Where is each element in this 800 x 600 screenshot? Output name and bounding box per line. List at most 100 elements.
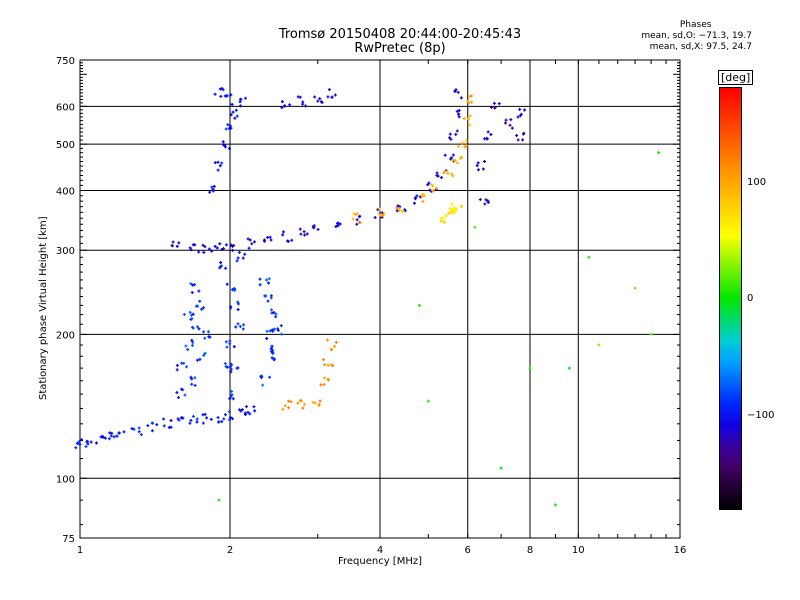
data-point [336, 221, 340, 225]
data-point [236, 308, 240, 312]
data-point [440, 176, 444, 180]
data-point [203, 336, 207, 340]
data-point [412, 201, 416, 205]
data-point [442, 216, 446, 220]
data-point [189, 313, 193, 317]
data-point [212, 184, 216, 188]
data-point [468, 114, 472, 118]
colorbar-tick-neg100: −100 [747, 410, 775, 421]
data-point [268, 235, 272, 239]
data-point [213, 244, 217, 248]
data-point [266, 299, 270, 303]
data-point [503, 121, 507, 125]
data-point [516, 115, 520, 119]
y-tick-label: 750 [56, 56, 75, 67]
data-point [299, 232, 303, 236]
data-point [473, 225, 477, 229]
data-point [504, 118, 508, 122]
data-point [318, 399, 322, 403]
data-point [460, 204, 464, 208]
data-point [459, 155, 463, 159]
data-point [234, 325, 238, 329]
data-point [220, 248, 224, 252]
data-point [453, 159, 457, 163]
y-tick-label: 100 [56, 474, 75, 485]
data-point [431, 189, 435, 193]
data-point [434, 186, 438, 190]
data-point [236, 300, 240, 304]
data-point [103, 436, 107, 440]
data-point [381, 214, 385, 218]
data-point [237, 408, 241, 412]
data-point [196, 325, 200, 329]
data-point [313, 401, 317, 405]
data-point [468, 101, 472, 104]
data-point [515, 133, 519, 137]
data-point [175, 391, 179, 395]
data-point [378, 207, 382, 211]
y-tick-label: 75 [62, 534, 75, 545]
data-point [439, 219, 443, 223]
data-point [466, 117, 470, 121]
data-point [146, 424, 150, 428]
data-point [499, 466, 503, 470]
data-point [190, 343, 194, 347]
data-point [207, 247, 211, 251]
data-point [352, 212, 356, 216]
data-point [216, 168, 220, 172]
data-point [454, 207, 458, 211]
data-point [302, 230, 306, 234]
data-point [435, 173, 439, 177]
data-point [450, 159, 454, 163]
data-point [267, 277, 271, 281]
data-point [382, 212, 386, 216]
data-point [188, 310, 192, 314]
data-point [191, 283, 195, 287]
data-point [283, 104, 287, 108]
data-point [229, 389, 233, 393]
data-point [78, 443, 82, 447]
data-point [330, 95, 334, 99]
data-point [177, 241, 181, 245]
data-point [246, 237, 250, 241]
data-point [219, 261, 223, 265]
data-point [481, 167, 485, 171]
data-point [431, 184, 435, 188]
data-point [457, 108, 461, 112]
data-point [229, 305, 233, 309]
data-point [298, 399, 302, 403]
data-point [188, 421, 192, 425]
data-point [259, 375, 263, 379]
data-point [189, 282, 193, 286]
data-point [203, 245, 207, 249]
data-point [112, 435, 116, 439]
data-point [228, 339, 232, 343]
data-point [468, 123, 472, 127]
data-point [475, 164, 479, 168]
data-point [462, 117, 466, 121]
data-point [242, 323, 246, 327]
data-point [450, 156, 453, 160]
data-point [235, 366, 239, 370]
data-point [191, 312, 195, 316]
data-point [510, 126, 514, 130]
data-point [380, 215, 384, 219]
data-point [274, 315, 278, 319]
data-point [373, 216, 377, 220]
data-point [235, 259, 239, 263]
data-point [191, 414, 195, 418]
data-point [268, 375, 272, 379]
data-point [268, 329, 272, 333]
data-point [248, 238, 252, 242]
data-point [270, 356, 274, 360]
data-point [451, 153, 455, 157]
data-point [229, 243, 233, 247]
data-point [319, 383, 323, 387]
data-point [265, 337, 269, 341]
phase-stats-title: Phases [679, 20, 712, 30]
x-axis-label: Frequency [MHz] [337, 556, 423, 567]
data-point [444, 214, 448, 218]
data-point [210, 185, 214, 189]
data-point [221, 140, 225, 144]
data-point [322, 383, 326, 387]
